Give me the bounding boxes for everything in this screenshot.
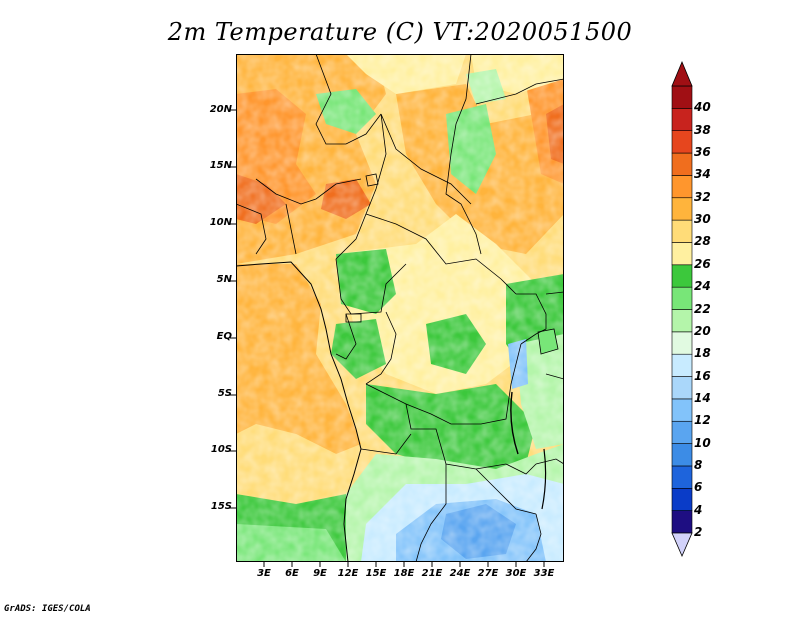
temperature-map (236, 54, 564, 562)
x-tick-label: 30E (505, 568, 527, 579)
country-borders (236, 54, 564, 562)
colorbar-label: 20 (694, 323, 711, 338)
y-tick-label: 15S (210, 501, 232, 512)
colorbar-box (671, 443, 693, 467)
map-frame (236, 54, 564, 562)
map-title: 2m Temperature (C) VT:2020051500 (167, 18, 633, 46)
coastline (236, 261, 362, 562)
colorbar-box (671, 242, 693, 266)
y-tick-label: 15N (209, 160, 232, 171)
colorbar-box (671, 286, 693, 310)
colorbar-label: 16 (694, 368, 711, 383)
y-tick-label: EQ (216, 331, 232, 342)
x-tick-label: 33E (533, 568, 555, 579)
colorbar-box (671, 309, 693, 333)
colorbar-label: 30 (694, 212, 711, 227)
colorbar-box (671, 465, 693, 489)
colorbar-label: 40 (694, 100, 711, 115)
colorbar-label: 12 (694, 413, 711, 428)
colorbar-box (671, 398, 693, 422)
colorbar-box (671, 108, 693, 131)
x-tick-label: 6E (285, 568, 299, 579)
colorbar-under-arrow (671, 532, 693, 558)
colorbar-label: 6 (694, 480, 703, 495)
lake-tanganyika (510, 391, 519, 455)
colorbar-label: 18 (694, 346, 711, 361)
colorbar-box (671, 197, 693, 221)
colorbar-box (671, 264, 693, 288)
colorbar-label: 24 (694, 279, 711, 294)
x-tick-label: 27E (477, 568, 499, 579)
colorbar-label: 26 (694, 256, 711, 271)
colorbar (671, 60, 693, 558)
colorbar-box (671, 130, 693, 154)
colorbar-label: 2 (694, 525, 703, 539)
x-tick-label: 24E (449, 568, 471, 579)
y-tick-label: 10S (210, 444, 232, 455)
credit-text: GrADS: IGES/COLA (4, 604, 91, 614)
colorbar-box (671, 85, 693, 109)
colorbar-box (671, 331, 693, 355)
x-tick-label: 18E (393, 568, 415, 579)
lake-victoria (537, 328, 559, 355)
y-tick-label: 5S (217, 388, 232, 399)
map-canvas (236, 54, 564, 562)
colorbar-boxes (671, 85, 693, 534)
colorbar-box (671, 510, 693, 534)
lake-malawi (541, 448, 547, 510)
x-tick-label: 9E (313, 568, 327, 579)
lake-chad (365, 173, 379, 187)
x-tick-label: 21E (421, 568, 443, 579)
field-texture (236, 54, 564, 562)
colorbar-label: 28 (694, 234, 711, 249)
colorbar-over-arrow (671, 60, 693, 87)
colorbar-label: 14 (694, 390, 711, 405)
colorbar-label: 22 (694, 301, 711, 316)
colorbar-box (671, 420, 693, 444)
colorbar-box (671, 152, 693, 176)
colorbar-label: 38 (694, 122, 711, 137)
colorbar-box (671, 353, 693, 377)
colorbar-box (671, 376, 693, 400)
colorbar-label: 4 (694, 502, 703, 517)
colorbar-label: 36 (694, 145, 711, 160)
colorbar-label: 8 (694, 457, 703, 472)
x-tick-label: 15E (365, 568, 387, 579)
y-tick-label: 5N (216, 274, 232, 285)
y-tick-label: 10N (209, 217, 232, 228)
colorbar-box (671, 219, 693, 243)
colorbar-label: 10 (694, 435, 711, 450)
y-tick-label: 20N (209, 104, 232, 115)
x-tick-label: 12E (337, 568, 359, 579)
colorbar-box (671, 487, 693, 511)
colorbar-label: 34 (694, 167, 711, 182)
colorbar-label: 32 (694, 189, 711, 204)
x-tick-label: 3E (257, 568, 271, 579)
colorbar-box (671, 175, 693, 199)
